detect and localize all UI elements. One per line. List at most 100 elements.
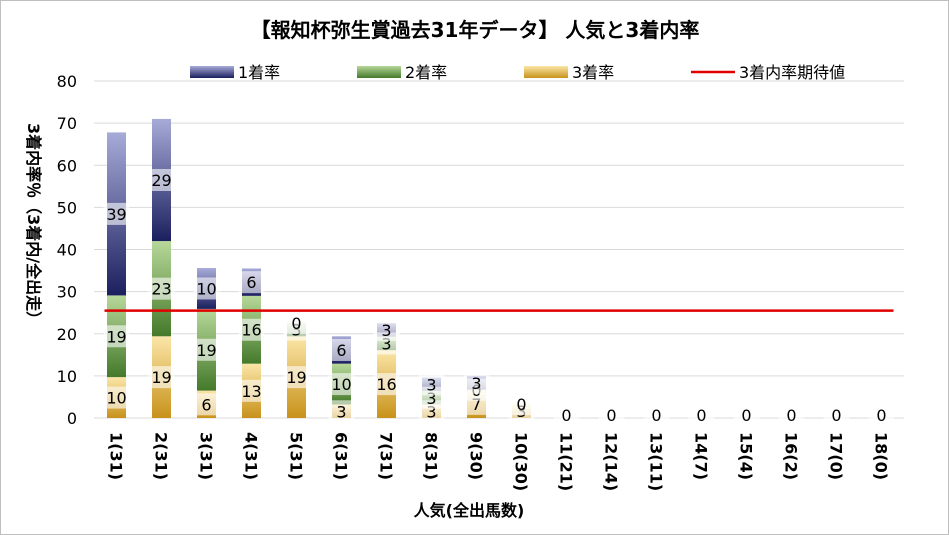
data-label-bg xyxy=(148,277,175,300)
y-axis-ticks: 0 10 20 30 40 50 60 70 80 xyxy=(57,72,77,428)
x-tick-label: 4(31) xyxy=(242,432,261,480)
data-label: 0 xyxy=(606,406,616,425)
data-label-bg xyxy=(643,404,670,426)
legend-label: 3着内率期待値 xyxy=(739,63,845,82)
bar-labels: 1019391923296191013166193031061633333703… xyxy=(103,168,895,426)
data-label-bg xyxy=(148,168,175,191)
x-tick-label: 1(31) xyxy=(107,432,126,480)
data-label-bg xyxy=(778,404,805,426)
data-label: 6 xyxy=(246,273,256,292)
gridlines xyxy=(94,80,904,419)
data-label: 10 xyxy=(331,375,351,394)
x-tick-label: 3(31) xyxy=(197,432,216,480)
data-label: 13 xyxy=(241,382,261,401)
data-label: 19 xyxy=(196,341,216,360)
data-label: 16 xyxy=(376,375,396,394)
x-tick-label: 5(31) xyxy=(287,432,306,480)
data-label: 3 xyxy=(381,334,391,353)
data-label: 10 xyxy=(196,279,216,298)
data-label: 0 xyxy=(291,314,301,333)
y-tick-label: 20 xyxy=(57,325,77,344)
data-label: 3 xyxy=(336,402,346,421)
data-label: 0 xyxy=(561,406,571,425)
data-label-bg xyxy=(553,404,580,426)
data-label-bg xyxy=(463,371,490,394)
legend-swatch xyxy=(357,66,401,78)
y-tick-label: 30 xyxy=(57,283,77,302)
data-label-bg xyxy=(103,202,130,225)
x-axis-label: 人気(全出馬数) xyxy=(414,501,525,520)
y-tick-label: 70 xyxy=(57,114,77,133)
data-label-bg xyxy=(688,404,715,426)
x-tick-label: 17(0) xyxy=(827,432,846,480)
data-label-bg xyxy=(148,366,175,389)
data-label: 0 xyxy=(786,406,796,425)
x-tick-label: 11(21) xyxy=(557,432,576,491)
x-axis-ticks: 1(31) 2(31) 3(31) 4(31) 5(31) 6(31) 7(31) 8(31)… xyxy=(107,432,891,491)
x-tick-label: 13(11) xyxy=(647,432,666,491)
data-label-bg xyxy=(868,404,895,426)
data-label: 10 xyxy=(106,389,126,408)
data-label-bg xyxy=(193,393,220,416)
legend-label: 3着率 xyxy=(572,63,614,82)
data-label: 0 xyxy=(831,406,841,425)
data-label: 6 xyxy=(201,395,211,414)
data-label: 19 xyxy=(286,368,306,387)
data-label-bg xyxy=(103,325,130,348)
data-label-bg xyxy=(283,366,310,389)
data-label: 3 xyxy=(381,321,391,340)
data-label-bg xyxy=(733,404,760,426)
y-tick-label: 10 xyxy=(57,367,77,386)
data-label: 3 xyxy=(426,375,436,394)
y-tick-label: 0 xyxy=(67,409,77,428)
legend-label: 2着率 xyxy=(405,63,447,82)
x-tick-label: 18(0) xyxy=(872,432,891,480)
data-label: 3 xyxy=(471,374,481,393)
data-label-bg xyxy=(508,393,535,416)
data-label-bg xyxy=(373,373,400,396)
y-axis-label: 3着内率％（3着内/全出走） xyxy=(24,123,43,327)
data-label: 16 xyxy=(241,321,261,340)
x-tick-label: 9(30) xyxy=(467,432,486,480)
data-label: 0 xyxy=(741,406,751,425)
data-label: 0 xyxy=(516,395,526,414)
data-label: 19 xyxy=(151,368,171,387)
x-tick-label: 2(31) xyxy=(152,432,171,480)
data-label-bg xyxy=(193,277,220,300)
data-label: 29 xyxy=(151,171,171,190)
data-label-bg xyxy=(598,404,625,426)
data-label: 6 xyxy=(336,341,346,360)
x-tick-label: 12(14) xyxy=(602,432,621,491)
data-label-bg xyxy=(373,318,400,341)
x-tick-label: 7(31) xyxy=(377,432,396,480)
y-tick-label: 50 xyxy=(57,198,77,217)
x-tick-label: 14(7) xyxy=(692,432,711,480)
y-tick-label: 80 xyxy=(57,72,77,91)
data-label-bg xyxy=(328,338,355,361)
data-label: 3 xyxy=(426,402,436,421)
x-tick-label: 16(2) xyxy=(782,432,801,480)
data-label: 3 xyxy=(426,389,436,408)
data-label: 19 xyxy=(106,327,126,346)
data-label-bg xyxy=(328,400,355,423)
data-label: 7 xyxy=(471,395,481,414)
legend-label: 1着率 xyxy=(238,63,280,82)
legend: 1着率 2着率 3着率 3着内率期待値 xyxy=(190,63,845,82)
legend-swatch xyxy=(524,66,568,78)
x-tick-label: 8(31) xyxy=(422,432,441,480)
data-label: 0 xyxy=(876,406,886,425)
data-label: 0 xyxy=(696,406,706,425)
data-label-bg xyxy=(238,379,265,402)
data-label: 0 xyxy=(651,406,661,425)
y-tick-label: 40 xyxy=(57,241,77,260)
chart-title: 【報知杯弥生賞過去31年データ】 人気と3着内率 xyxy=(251,18,700,42)
data-label: 39 xyxy=(106,205,126,224)
data-label-bg xyxy=(823,404,850,426)
data-label-bg xyxy=(238,318,265,341)
x-tick-label: 6(31) xyxy=(332,432,351,480)
data-label-bg xyxy=(283,311,310,334)
data-label-bg xyxy=(103,386,130,409)
data-label-bg xyxy=(193,338,220,361)
